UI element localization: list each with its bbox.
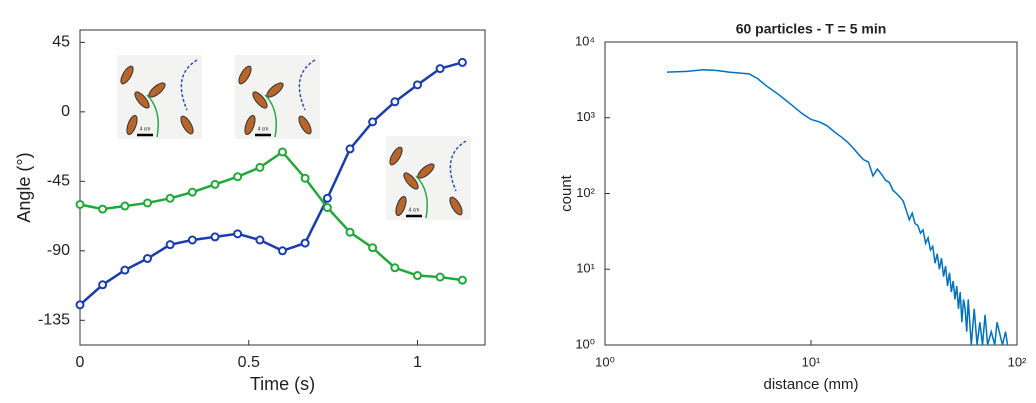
inset-image: 4 cm — [235, 55, 320, 139]
data-marker — [165, 193, 175, 203]
data-marker — [255, 162, 265, 172]
data-marker — [98, 204, 108, 214]
inset-arc — [180, 59, 198, 111]
inset-particle — [120, 65, 134, 85]
data-marker — [120, 201, 130, 211]
data-marker — [368, 117, 378, 127]
inset-image: 4 cm — [386, 136, 471, 220]
data-marker — [435, 272, 445, 282]
data-marker — [143, 198, 152, 208]
inset-particle — [180, 115, 194, 135]
data-marker — [390, 263, 400, 273]
y-tick-label: -45 — [47, 173, 70, 190]
data-marker — [98, 280, 108, 290]
y-tick-label: 45 — [52, 34, 70, 51]
data-marker — [143, 254, 152, 264]
data-marker — [233, 229, 243, 239]
data-marker — [187, 235, 197, 245]
plot-frame — [604, 41, 1018, 346]
inset-track — [264, 94, 277, 138]
inset-track — [415, 175, 428, 219]
data-marker — [233, 172, 243, 182]
x-tick-label: 10⁰ — [595, 354, 615, 369]
inset-particle — [126, 115, 138, 135]
y-tick-label: 10¹ — [576, 261, 595, 276]
inset-particle — [252, 91, 268, 109]
data-marker — [345, 144, 355, 154]
inset-particle — [449, 196, 463, 216]
inset-arc — [449, 140, 467, 192]
x-axis-label: distance (mm) — [763, 376, 858, 393]
data-marker — [165, 240, 175, 250]
inset-particle — [389, 146, 403, 166]
inset-particle — [395, 196, 407, 216]
data-marker — [300, 173, 310, 183]
y-tick-label: 10² — [576, 185, 595, 200]
inset-arc — [298, 59, 316, 111]
x-tick-label: 1 — [413, 354, 422, 371]
data-line — [666, 69, 1009, 346]
inset-particle — [134, 91, 150, 109]
inset-scale-label: 4 cm — [258, 126, 269, 132]
data-marker — [345, 227, 355, 237]
y-tick-label: -135 — [38, 312, 70, 329]
data-marker — [300, 238, 310, 248]
x-axis-label: Time (s) — [250, 374, 315, 394]
y-tick-label: 0 — [61, 103, 70, 120]
y-tick-label: -90 — [47, 242, 70, 259]
y-tick-label: 10⁰ — [575, 336, 595, 351]
data-marker — [413, 271, 422, 281]
data-marker — [120, 265, 130, 275]
data-marker — [210, 179, 220, 189]
data-marker — [435, 64, 445, 74]
inset-track — [146, 94, 159, 138]
x-tick-label: 0.5 — [238, 354, 260, 371]
y-tick-label: 10³ — [576, 109, 595, 124]
x-tick-label: 10² — [1008, 354, 1027, 369]
inset-particle — [238, 65, 252, 85]
inset-particle — [244, 115, 256, 135]
inset-particle — [403, 172, 419, 190]
data-marker — [210, 232, 220, 242]
data-marker — [187, 187, 197, 197]
data-marker — [255, 235, 265, 245]
chart-title: 60 particles - T = 5 min — [736, 21, 887, 37]
data-marker — [278, 147, 287, 157]
data-marker — [75, 300, 85, 310]
y-axis-label: Angle (°) — [14, 152, 34, 222]
plot-frame — [79, 29, 486, 346]
inset-image: 4 cm — [117, 55, 202, 139]
x-tick-label: 0 — [76, 354, 85, 371]
y-axis-label: count — [558, 174, 575, 212]
data-marker — [413, 80, 422, 90]
data-marker — [457, 275, 467, 285]
y-tick-label: 10⁴ — [575, 33, 595, 48]
data-marker — [322, 193, 332, 203]
inset-scale-label: 4 cm — [140, 126, 151, 132]
inset-scale-label: 4 cm — [409, 207, 420, 213]
data-marker — [390, 97, 400, 107]
x-tick-label: 10¹ — [802, 354, 821, 369]
data-marker — [322, 203, 332, 213]
data-marker — [278, 246, 287, 256]
data-marker — [457, 57, 467, 67]
data-marker — [368, 243, 378, 253]
inset-particle — [298, 115, 312, 135]
data-marker — [75, 199, 85, 209]
